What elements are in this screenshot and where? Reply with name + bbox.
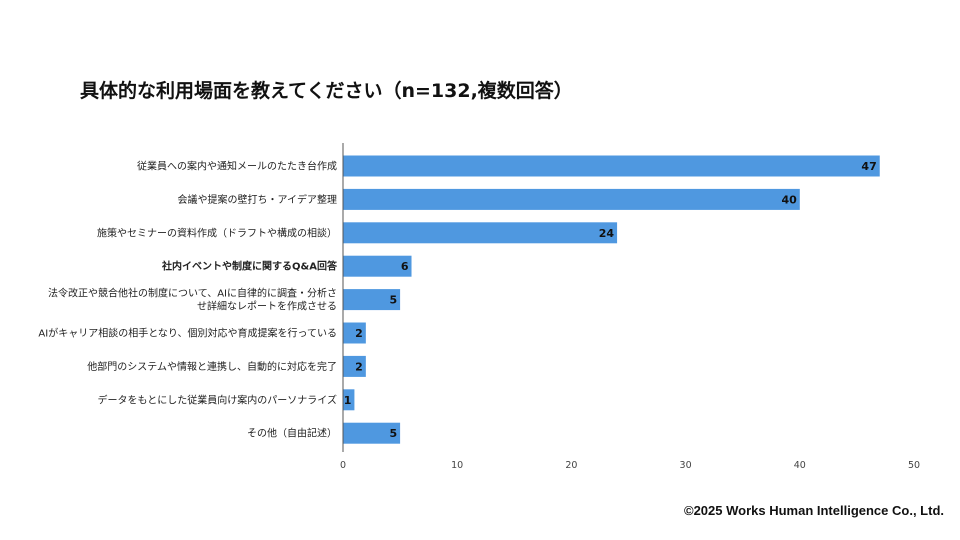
category-labels-layer: 従業員への案内や通知メールのたたき台作成会議や提案の壁打ち・アイデア整理施策やセ… (38, 160, 338, 440)
data-label-4: 5 (389, 294, 397, 307)
horizontal-bar-chart: 47 40 24 6 5 2 2 1 5 従業員への案内や通知メールのたたき台作成会議や提案の壁… (38, 143, 920, 471)
x-tick-label-1: 10 (451, 460, 463, 471)
category-label-4-line-1: せ詳細なレポートを作成させる (197, 300, 337, 313)
category-label-8: その他（自由記述） (247, 427, 337, 440)
bar-1 (343, 188, 800, 210)
x-tick-labels-layer: 0 10 20 30 40 50 (340, 460, 920, 471)
bar-0 (343, 155, 880, 177)
page-title: 具体的な利用場面を教えてください（n=132,複数回答） (80, 80, 573, 102)
data-label-6: 2 (355, 360, 363, 373)
category-label-3: 社内イベントや制度に関するQ&A回答 (161, 260, 338, 273)
category-label-7: データをもとにした従業員向け案内のパーソナライズ (98, 393, 338, 406)
bar-5 (343, 322, 366, 344)
category-label-2: 施策やセミナーの資料作成（ドラフトや構成の相談） (97, 226, 337, 239)
data-label-7: 1 (344, 394, 352, 407)
bar-6 (343, 355, 366, 377)
x-tick-label-0: 0 (340, 460, 346, 471)
data-label-5: 2 (355, 327, 363, 340)
x-tick-label-3: 30 (680, 460, 692, 471)
x-tick-label-4: 40 (794, 460, 806, 471)
bar-4 (343, 289, 401, 311)
data-label-8: 5 (389, 427, 397, 440)
data-label-2: 24 (599, 227, 615, 240)
bar-2 (343, 222, 618, 244)
data-label-1: 40 (781, 193, 797, 206)
category-label-5: AIがキャリア相談の相手となり、個別対応や育成提案を行っている (38, 327, 337, 340)
bar-8 (343, 422, 401, 444)
data-label-0: 47 (861, 160, 876, 173)
bar-3 (343, 255, 412, 277)
x-tick-label-2: 20 (565, 460, 577, 471)
category-label-0: 従業員への案内や通知メールのたたき台作成 (137, 160, 337, 173)
x-tick-label-5: 50 (908, 460, 920, 471)
category-label-1: 会議や提案の壁打ち・アイデア整理 (178, 193, 338, 206)
bar-7 (343, 389, 355, 411)
category-label-4-line-0: 法令改正や競合他社の制度について、AIに自律的に調査・分析さ (48, 287, 337, 300)
data-label-3: 6 (401, 260, 409, 273)
bars-layer: 47 40 24 6 5 2 2 1 5 (343, 155, 880, 444)
category-label-6: 他部門のシステムや情報と連携し、自動的に対応を完了 (87, 360, 337, 373)
copyright-notice: ©2025 Works Human Intelligence Co., Ltd. (683, 503, 944, 518)
